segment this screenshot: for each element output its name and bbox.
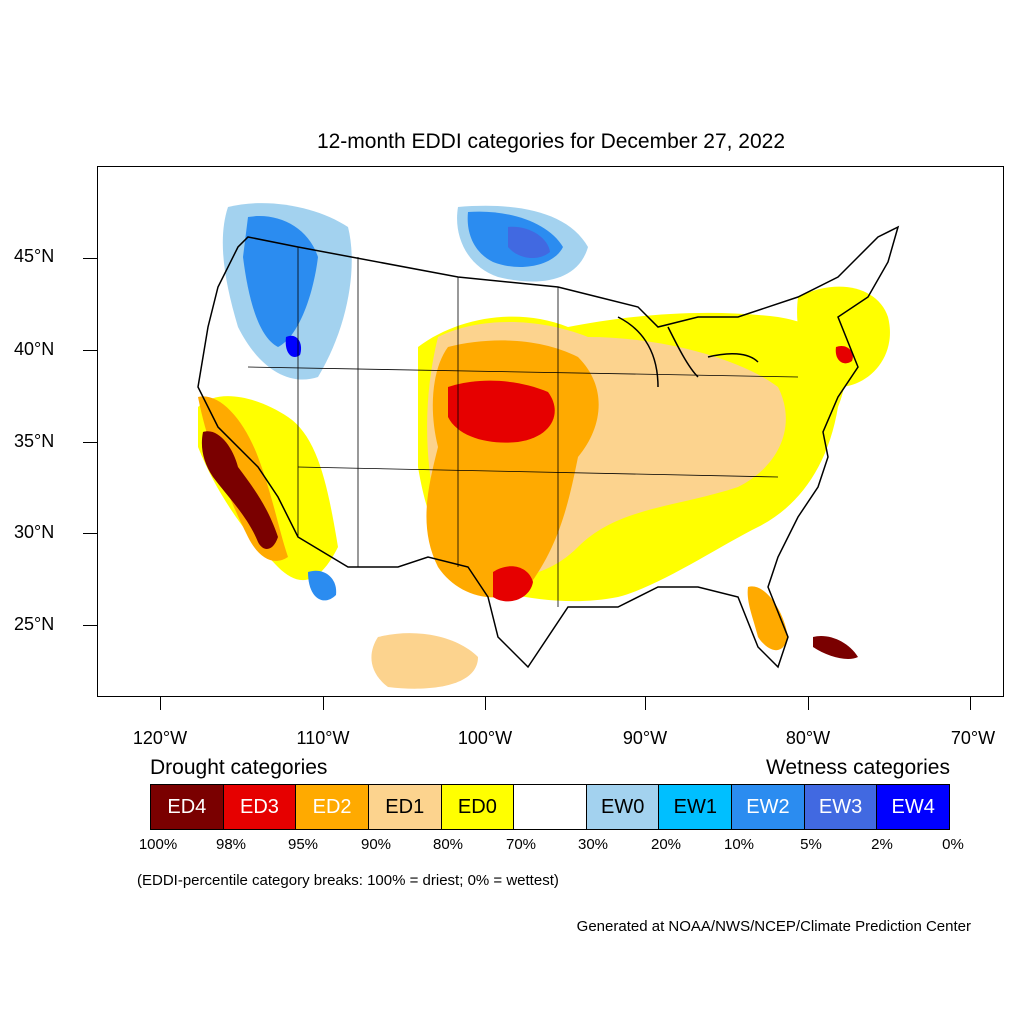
lat-label-45n: 45°N xyxy=(14,246,55,266)
coastline-and-borders xyxy=(197,225,900,669)
lat-label-35n: 35°N xyxy=(14,431,55,451)
eddi-map xyxy=(197,203,900,689)
lon-tick-90w xyxy=(645,697,646,710)
legend-box-ed4: ED4 xyxy=(151,785,224,829)
drought-categories-heading: Drought categories xyxy=(150,756,328,779)
ed3-nebraska-region xyxy=(448,380,555,443)
state-line-6 xyxy=(297,466,779,478)
break-label: 80% xyxy=(432,836,464,853)
lat-tick-40n xyxy=(83,350,97,351)
map-title: 12-month EDDI categories for December 27… xyxy=(316,130,786,153)
ed4-cuba-patch xyxy=(813,635,858,659)
lat-label-25n: 25°N xyxy=(14,614,55,634)
legend-box-normal xyxy=(514,785,587,829)
lat-tick-35n xyxy=(83,442,97,443)
break-label: 98% xyxy=(215,836,247,853)
great-lakes xyxy=(617,316,759,388)
lon-label-90w: 90°W xyxy=(622,728,668,748)
break-label: 2% xyxy=(871,836,893,853)
break-label: 90% xyxy=(360,836,392,853)
wetness-categories-heading: Wetness categories xyxy=(765,756,950,779)
ew2-northwest-region xyxy=(243,216,318,347)
ed4-california-region xyxy=(201,431,278,549)
lat-label-40n: 40°N xyxy=(14,339,55,359)
lat-tick-25n xyxy=(83,625,97,626)
ew4-idaho-patch xyxy=(285,335,302,357)
break-label: 5% xyxy=(800,836,822,853)
legend-box-ed1: ED1 xyxy=(368,785,442,829)
break-label: 30% xyxy=(577,836,609,853)
break-label: 95% xyxy=(287,836,319,853)
lon-tick-80w xyxy=(808,697,809,710)
legend-box-ew3: EW3 xyxy=(804,785,878,829)
lon-label-80w: 80°W xyxy=(785,728,831,748)
category-breaks-note: (EDDI-percentile category breaks: 100% =… xyxy=(137,872,559,889)
credit-line: Generated at NOAA/NWS/NCEP/Climate Predi… xyxy=(576,918,971,935)
break-label: 20% xyxy=(650,836,682,853)
ed3-texas-patch xyxy=(493,566,533,602)
ew3-minnesota-patch xyxy=(508,226,550,259)
category-shading xyxy=(198,203,890,689)
lon-label-120w: 120°W xyxy=(132,728,188,748)
ed1-southwest-patch xyxy=(371,633,478,689)
legend-box-ew2: EW2 xyxy=(732,785,805,829)
legend-box-ed0: ED0 xyxy=(441,785,515,829)
lon-label-70w: 70°W xyxy=(950,728,996,748)
lon-tick-110w xyxy=(323,697,324,710)
category-legend: ED4 ED3 ED2 ED1 ED0 EW0 EW1 EW2 EW3 EW4 xyxy=(150,784,950,830)
break-label: 10% xyxy=(723,836,755,853)
lon-label-100w: 100°W xyxy=(457,728,513,748)
lon-tick-70w xyxy=(970,697,971,710)
lat-tick-30n xyxy=(83,533,97,534)
lon-label-110w: 110°W xyxy=(296,728,350,748)
map-frame xyxy=(97,166,1004,697)
break-label: 0% xyxy=(942,836,964,853)
lat-label-30n: 30°N xyxy=(14,522,55,542)
ew2-arizona-patch xyxy=(308,570,337,601)
lon-tick-120w xyxy=(160,697,161,710)
break-label: 70% xyxy=(505,836,537,853)
ed0-northeast-region xyxy=(797,286,890,387)
state-line-5 xyxy=(247,366,799,378)
legend-box-ed3: ED3 xyxy=(223,785,297,829)
ed2-florida-patch xyxy=(747,586,788,651)
legend-box-ew0: EW0 xyxy=(586,785,660,829)
ed3-new-england-patch xyxy=(835,345,853,364)
legend-box-ew4: EW4 xyxy=(877,785,950,829)
legend-box-ed2: ED2 xyxy=(296,785,369,829)
lat-tick-45n xyxy=(83,258,97,259)
lon-tick-100w xyxy=(485,697,486,710)
legend-box-ew1: EW1 xyxy=(659,785,733,829)
break-label: 100% xyxy=(138,836,178,853)
